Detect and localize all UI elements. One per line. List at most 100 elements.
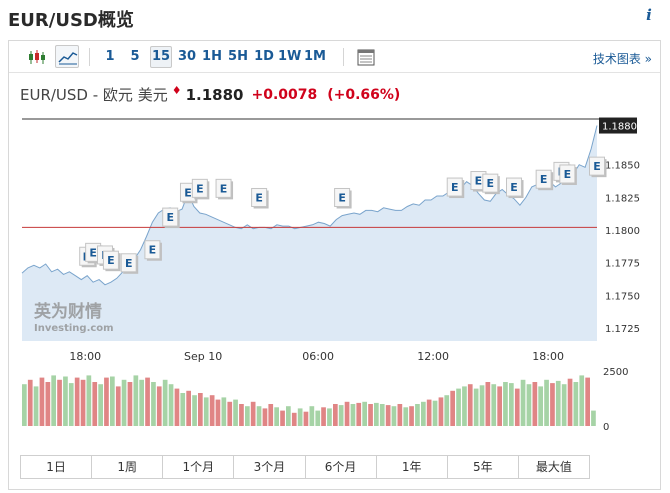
volume-bar (297, 408, 303, 426)
volume-bar (520, 379, 526, 426)
range-button-7[interactable]: 最大值 (518, 456, 589, 478)
volume-bar (291, 412, 297, 426)
event-marker[interactable] (120, 253, 137, 273)
volume-bar (256, 406, 262, 426)
volume-bar (579, 375, 585, 426)
volume-bar (374, 402, 379, 426)
volume-bar (368, 404, 373, 426)
volume-bar (338, 405, 344, 426)
price-series-line (21, 125, 598, 286)
event-marker[interactable] (162, 207, 179, 227)
volume-bar (497, 386, 502, 426)
event-marker-label: E (593, 160, 601, 173)
volume-bar (303, 411, 309, 426)
volume-bar (456, 388, 461, 426)
timeframe-button-1h[interactable]: 1H (202, 49, 222, 64)
volume-bar (532, 382, 538, 426)
range-button-3[interactable]: 3个月 (234, 456, 306, 478)
volume-bar (362, 401, 367, 426)
volume-bar (22, 384, 27, 426)
event-marker[interactable] (559, 164, 576, 184)
range-button-2[interactable]: 1个月 (163, 456, 235, 478)
volume-bar (227, 401, 233, 426)
volume-bar (127, 382, 133, 426)
volume-bar (485, 382, 491, 426)
volume-bar (33, 386, 39, 426)
volume-bar (92, 382, 98, 426)
event-marker[interactable] (251, 187, 268, 207)
event-marker[interactable] (191, 178, 208, 198)
volume-bar (432, 400, 438, 426)
event-marker[interactable] (482, 173, 499, 193)
y-tick-label: 1.1825 (605, 193, 640, 204)
timeframe-button-1m[interactable]: 1M (304, 49, 326, 64)
event-marker[interactable] (102, 250, 119, 270)
toolbar-separator (89, 48, 90, 66)
event-marker[interactable] (144, 240, 161, 260)
last-price-box (599, 117, 637, 134)
timeframe-button-1d[interactable]: 1D (254, 49, 274, 64)
timeframe-button-5[interactable]: 5 (130, 49, 140, 64)
y-tick-label: 1.1725 (605, 324, 640, 335)
watermark-sub: Investing.com (34, 323, 114, 334)
volume-bar (174, 388, 180, 426)
volume-bar (403, 407, 409, 426)
volume-bar (145, 377, 150, 426)
price-change: +0.0078 (251, 86, 318, 103)
x-tick-label: 12:00 (417, 350, 449, 363)
event-marker[interactable] (334, 187, 351, 207)
event-marker[interactable] (535, 169, 552, 189)
event-marker-label: E (125, 257, 133, 270)
volume-bar (280, 410, 285, 426)
event-marker[interactable] (589, 156, 605, 176)
volume-bar (250, 401, 256, 426)
volume-bar (391, 406, 397, 426)
volume-bar (514, 388, 520, 426)
volume-bar (74, 377, 80, 426)
timeframe-button-1[interactable]: 1 (105, 49, 115, 64)
volume-bar (233, 399, 238, 426)
volume-bar (379, 404, 385, 426)
timeframe-button-30[interactable]: 30 (177, 49, 197, 64)
volume-bar (139, 379, 144, 426)
volume-bar (104, 377, 109, 426)
volume-bar (526, 384, 532, 426)
range-button-5[interactable]: 1年 (376, 456, 448, 478)
volume-bar (450, 390, 455, 426)
volume-bar (333, 404, 338, 426)
volume-y-tick-label: 0 (603, 422, 609, 433)
volume-y-tick-label: 2500 (603, 367, 628, 378)
volume-bar (27, 379, 33, 426)
volume-bar (315, 410, 321, 426)
price-chart[interactable]: 1.1850 1.1825 1.1800 1.1775 1.1750 1.1725 1.18… (9, 41, 662, 451)
volume-bar (86, 375, 92, 426)
timeframe-button-15[interactable]: 15 (150, 46, 172, 68)
range-button-4[interactable]: 6个月 (305, 456, 377, 478)
volume-bar (203, 397, 209, 426)
candlestick-icon[interactable] (24, 45, 48, 68)
volume-bar (98, 384, 103, 426)
volume-bar (397, 404, 403, 426)
line-chart-icon[interactable] (55, 45, 79, 68)
timeframe-button-1w[interactable]: 1W (278, 49, 302, 64)
timeframe-button-5h[interactable]: 5H (228, 49, 248, 64)
table-icon[interactable] (353, 45, 377, 68)
range-button-1[interactable]: 1周 (92, 456, 164, 478)
volume-bar (151, 382, 156, 426)
range-button-0[interactable]: 1日 (21, 456, 93, 478)
event-marker[interactable] (215, 178, 232, 198)
info-icon[interactable]: i (646, 6, 652, 24)
page-title: EUR/USD概览 (8, 10, 134, 31)
event-marker-label: E (510, 181, 518, 194)
volume-bar (327, 408, 332, 426)
volume-bar (209, 395, 215, 426)
range-button-6[interactable]: 5年 (447, 456, 519, 478)
event-marker[interactable] (506, 177, 523, 197)
volume-bar (321, 407, 326, 426)
volume-bar (45, 382, 51, 426)
volume-bar (385, 405, 391, 426)
event-marker[interactable] (446, 177, 463, 197)
tech-chart-link[interactable]: 技术图表 » (592, 52, 652, 66)
event-marker-label: E (149, 244, 157, 257)
volume-bar (245, 406, 250, 426)
